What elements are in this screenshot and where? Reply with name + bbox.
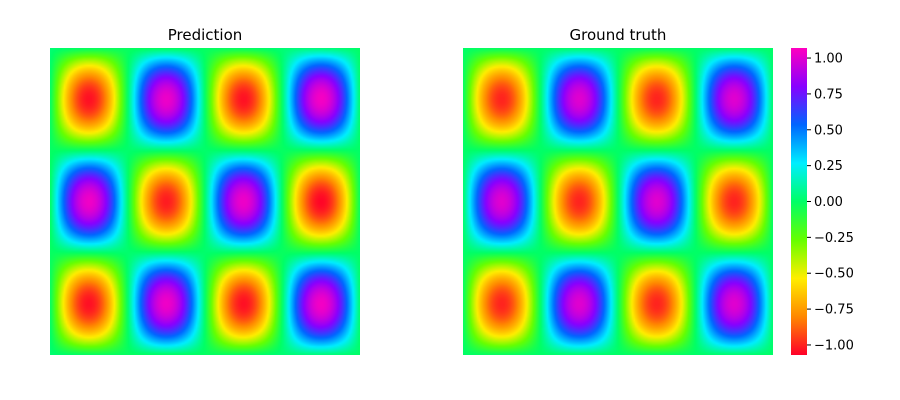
colorbar-ticks: 1.00 0.75 0.50 0.25 0.00 −0.25 −0.50 −0.75 −1.00 bbox=[807, 52, 854, 353]
colorbar: 1.00 0.75 0.50 0.25 0.00 −0.25 −0.50 −0.75 −1.00 bbox=[791, 48, 854, 355]
colorbar-tick-label: −1.00 bbox=[814, 338, 854, 353]
colorbar-tick-label: 0.00 bbox=[814, 195, 843, 210]
colorbar-tick-label: 0.75 bbox=[814, 87, 843, 102]
ground-truth-heatmap bbox=[463, 48, 773, 355]
prediction-panel: Prediction bbox=[50, 26, 360, 355]
ground-truth-panel: Ground truth bbox=[463, 26, 773, 355]
colorbar-tick-label: 1.00 bbox=[814, 52, 843, 67]
colorbar-tick-label: 0.50 bbox=[814, 123, 843, 138]
colorbar-tick-label: −0.50 bbox=[814, 267, 854, 282]
colorbar-tick-label: 0.25 bbox=[814, 159, 843, 174]
ground-truth-title: Ground truth bbox=[570, 26, 667, 44]
colorbar-tick-label: −0.75 bbox=[814, 303, 854, 318]
prediction-heatmap bbox=[50, 48, 360, 355]
colorbar-tick-label: −0.25 bbox=[814, 231, 854, 246]
prediction-title: Prediction bbox=[168, 26, 243, 44]
colorbar-gradient bbox=[791, 48, 807, 355]
